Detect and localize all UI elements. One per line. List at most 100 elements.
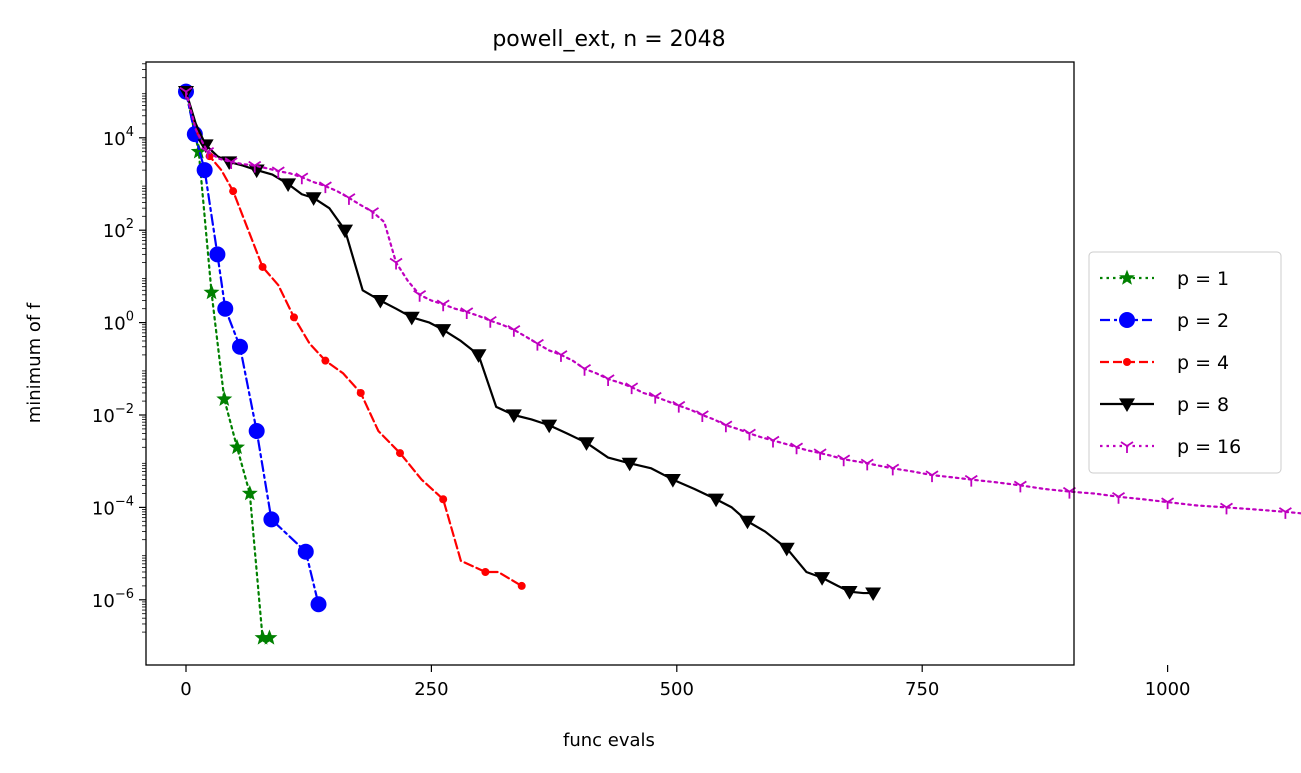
- data-point: [241, 485, 258, 501]
- data-point: [310, 596, 327, 613]
- y-axis-label: minimum of f: [24, 302, 45, 423]
- data-point: [664, 473, 681, 488]
- data-point: [1161, 497, 1175, 510]
- data-point: [217, 300, 234, 317]
- legend-frame: [1088, 251, 1282, 474]
- data-point: [1013, 480, 1027, 493]
- data-point: [517, 581, 526, 590]
- data-point: [541, 419, 558, 434]
- data-point: [289, 313, 298, 322]
- data-point: [1220, 502, 1233, 515]
- data-point: [436, 299, 450, 312]
- data-point: [201, 146, 215, 159]
- y-tick-label: 10−6: [92, 587, 134, 612]
- data-point: [621, 457, 638, 472]
- y-tick-label: 104: [103, 125, 134, 150]
- x-axis: 02505007501000125015001750: [180, 665, 1191, 700]
- legend-marker: [1120, 441, 1134, 453]
- data-point: [216, 390, 233, 406]
- data-point: [505, 409, 522, 423]
- data-point: [248, 160, 262, 173]
- data-point: [790, 442, 804, 455]
- plot-area-frame: [145, 61, 1075, 666]
- data-point: [229, 438, 246, 455]
- series-line: [184, 90, 875, 595]
- data-point: [403, 311, 420, 326]
- data-point: [886, 463, 900, 476]
- data-point: [209, 246, 226, 263]
- data-point: [231, 338, 248, 355]
- data-point: [837, 454, 851, 467]
- data-point: [742, 428, 756, 441]
- data-point: [179, 86, 193, 99]
- y-tick-label: 102: [103, 217, 134, 242]
- data-point: [229, 187, 238, 196]
- x-tick-label: 250: [414, 679, 448, 700]
- y-tick-label: 100: [103, 310, 134, 335]
- x-axis-label: func evals: [563, 730, 655, 751]
- data-point: [739, 515, 756, 530]
- data-point: [305, 192, 322, 206]
- data-point: [460, 307, 474, 319]
- chart-title: powell_ext, n = 2048: [492, 27, 725, 52]
- x-tick-label: 500: [660, 679, 694, 700]
- data-point: [263, 511, 280, 528]
- data-point: [1112, 492, 1126, 504]
- data-point: [813, 448, 827, 461]
- data-point: [389, 257, 403, 270]
- legend-marker: [1123, 358, 1131, 366]
- data-point: [481, 567, 490, 576]
- data-point: [625, 382, 639, 395]
- data-point: [925, 470, 939, 483]
- data-point: [258, 262, 267, 271]
- legend-label: p = 1: [1177, 268, 1229, 290]
- x-tick-label: 0: [180, 679, 191, 700]
- legend-marker: [1119, 312, 1135, 328]
- data-point: [366, 207, 380, 219]
- x-tick-label: 1000: [1145, 679, 1191, 700]
- series-4: [178, 86, 882, 602]
- data-point: [435, 324, 452, 338]
- data-point: [507, 325, 521, 337]
- data-point: [395, 449, 404, 458]
- data-point: [248, 423, 265, 440]
- data-point: [530, 338, 544, 351]
- data-point: [342, 193, 356, 205]
- data-point: [1278, 507, 1292, 519]
- data-point: [280, 178, 297, 192]
- data-point: [719, 420, 733, 433]
- data-point: [321, 356, 330, 365]
- series-line: [184, 90, 320, 606]
- data-point: [248, 164, 265, 179]
- data-point: [203, 284, 220, 300]
- series-5: [179, 86, 1301, 519]
- data-point: [261, 629, 278, 645]
- data-point: [766, 435, 780, 448]
- data-point: [439, 495, 448, 504]
- data-point: [814, 572, 831, 586]
- legend: p = 1 p = 2 p = 4 p = 8 p = 16: [1088, 251, 1282, 474]
- series-3: [182, 87, 526, 590]
- data-point: [865, 587, 882, 602]
- data-point: [356, 388, 365, 397]
- data-point: [841, 586, 858, 600]
- data-point: [297, 543, 314, 560]
- data-point: [578, 437, 595, 451]
- data-point: [295, 172, 309, 185]
- legend-marker: [1119, 269, 1135, 285]
- data-point: [578, 364, 592, 376]
- data-point: [413, 290, 427, 302]
- series-layer: [178, 83, 1301, 645]
- data-point: [860, 458, 874, 471]
- data-point: [271, 166, 285, 179]
- legend-label: p = 16: [1177, 436, 1241, 458]
- data-point: [778, 542, 795, 557]
- data-point: [196, 162, 213, 179]
- legend-label: p = 2: [1177, 310, 1229, 332]
- data-point: [648, 391, 662, 404]
- data-point: [483, 315, 497, 328]
- data-point: [708, 493, 725, 508]
- data-point: [554, 350, 568, 362]
